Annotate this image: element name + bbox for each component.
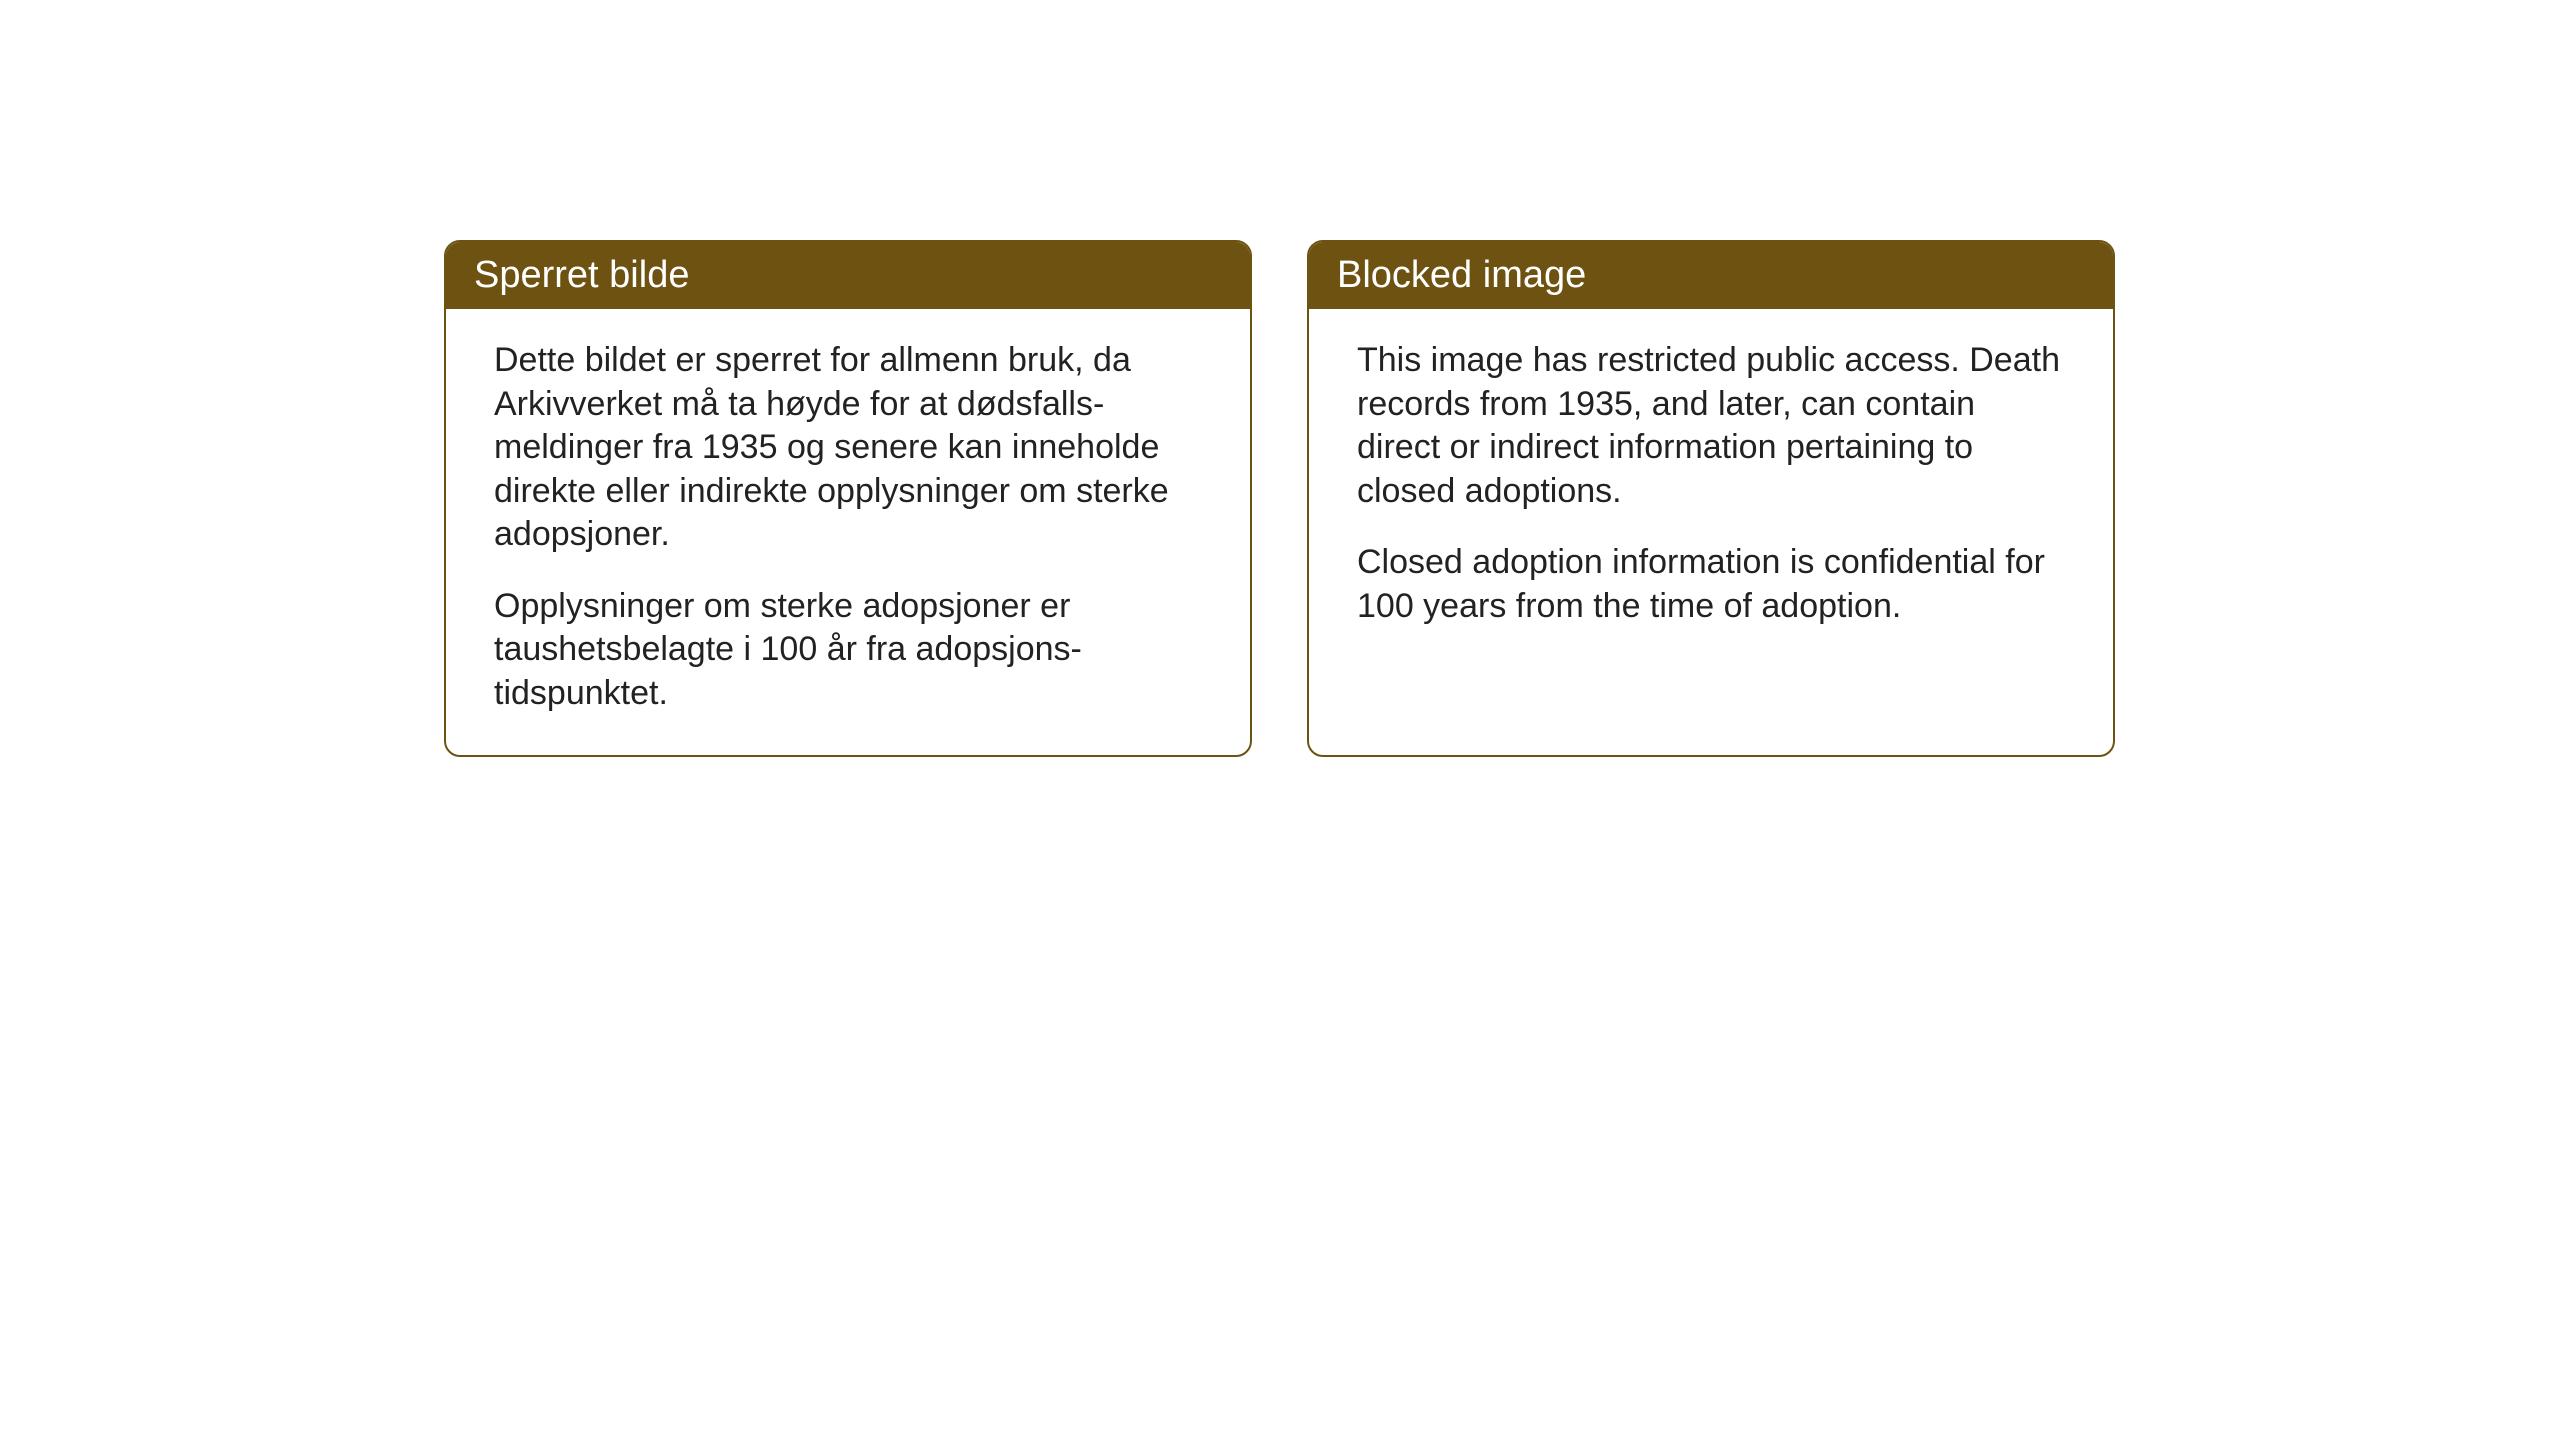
norwegian-paragraph-2: Opplysninger om sterke adopsjoner er tau… [494, 585, 1202, 716]
english-paragraph-1: This image has restricted public access.… [1357, 339, 2065, 513]
cards-container: Sperret bilde Dette bildet er sperret fo… [444, 240, 2115, 757]
norwegian-notice-card: Sperret bilde Dette bildet er sperret fo… [444, 240, 1252, 757]
english-notice-card: Blocked image This image has restricted … [1307, 240, 2115, 757]
norwegian-card-body: Dette bildet er sperret for allmenn bruk… [446, 309, 1250, 755]
english-paragraph-2: Closed adoption information is confident… [1357, 541, 2065, 628]
english-card-body: This image has restricted public access.… [1309, 309, 2113, 668]
english-card-title: Blocked image [1309, 242, 2113, 309]
norwegian-card-title: Sperret bilde [446, 242, 1250, 309]
norwegian-paragraph-1: Dette bildet er sperret for allmenn bruk… [494, 339, 1202, 557]
